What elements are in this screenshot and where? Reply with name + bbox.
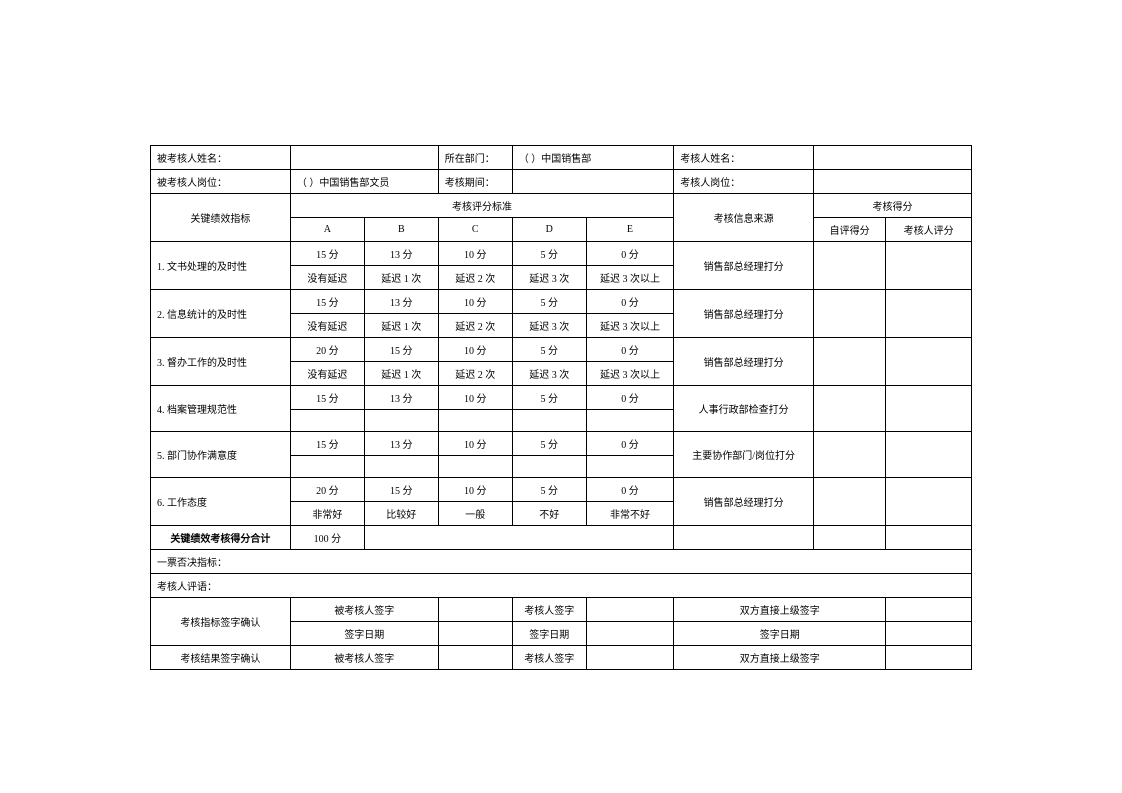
total-row: 关键绩效考核得分合计100 分 xyxy=(151,526,972,550)
sig1-value xyxy=(438,598,512,622)
source-header: 考核信息来源 xyxy=(674,194,814,242)
kpi-row-2-1: 3. 督办工作的及时性20 分15 分10 分5 分0 分销售部总经理打分 xyxy=(151,338,972,362)
veto: 一票否决指标： xyxy=(151,550,972,574)
eval-header: 考核人评分 xyxy=(886,218,972,242)
kpi-self-4 xyxy=(814,432,886,478)
assessee-name-label: 被考核人姓名： xyxy=(151,146,291,170)
date1-label: 签字日期 xyxy=(290,622,438,646)
info-row-1: 被考核人姓名： 所在部门：（ ）中国销售部考核人姓名： xyxy=(151,146,972,170)
kpi-name-1: 2. 信息统计的及时性 xyxy=(151,290,291,338)
comment: 考核人评语： xyxy=(151,574,972,598)
sig2b-value xyxy=(586,646,674,670)
kpi-2-a1: 20 分 xyxy=(290,338,364,362)
kpi-source-4: 主要协作部门/岗位打分 xyxy=(674,432,814,478)
dept-label: 所在部门： xyxy=(438,146,512,170)
kpi-table: 被考核人姓名：所在部门：（ ）中国销售部考核人姓名：被考核人岗位：（ ）中国销售… xyxy=(150,145,972,670)
kpi-name-3: 4. 档案管理规范性 xyxy=(151,386,291,432)
kpi-self-0 xyxy=(814,242,886,290)
kpi-5-a1: 20 分 xyxy=(290,478,364,502)
sig-row-1: 考核指标签字确认被考核人签字考核人签字双方直接上级签字 xyxy=(151,598,972,622)
total-eval xyxy=(886,526,972,550)
confirm1-label: 考核指标签字确认 xyxy=(151,598,291,646)
sig3-value xyxy=(886,598,972,622)
kpi-source-5: 销售部总经理打分 xyxy=(674,478,814,526)
dept-value: （ ）中国销售部 xyxy=(512,146,673,170)
assessee-pos-label: 被考核人岗位： xyxy=(151,170,291,194)
date2-value xyxy=(586,622,674,646)
total-value: 100 分 xyxy=(290,526,364,550)
period-value xyxy=(512,170,673,194)
grade-b: B xyxy=(364,218,438,242)
score-header: 考核得分 xyxy=(814,194,972,218)
sig2b-label: 考核人签字 xyxy=(512,646,586,670)
assessor-name-value xyxy=(814,146,972,170)
kpi-name-5: 6. 工作态度 xyxy=(151,478,291,526)
kpi-header: 关键绩效指标 xyxy=(151,194,291,242)
kpi-3-a1: 15 分 xyxy=(290,386,364,410)
assessee-pos-value: （ ）中国销售部文员 xyxy=(290,170,438,194)
grade-a: A xyxy=(290,218,364,242)
grade-e: E xyxy=(586,218,674,242)
total-label: 关键绩效考核得分合计 xyxy=(151,526,291,550)
kpi-1-a1: 15 分 xyxy=(290,290,364,314)
kpi-self-2 xyxy=(814,338,886,386)
period-label: 考核期间： xyxy=(438,170,512,194)
sig2-label: 考核人签字 xyxy=(512,598,586,622)
kpi-4-a1: 15 分 xyxy=(290,432,364,456)
kpi-eval-5 xyxy=(886,478,972,526)
kpi-eval-0 xyxy=(886,242,972,290)
sig2-value xyxy=(586,598,674,622)
kpi-row-5-1: 6. 工作态度20 分15 分10 分5 分0 分销售部总经理打分 xyxy=(151,478,972,502)
total-blank1 xyxy=(364,526,673,550)
kpi-row-0-1: 1. 文书处理的及时性15 分13 分10 分5 分0 分销售部总经理打分 xyxy=(151,242,972,266)
kpi-row-1-1: 2. 信息统计的及时性15 分13 分10 分5 分0 分销售部总经理打分 xyxy=(151,290,972,314)
kpi-eval-2 xyxy=(886,338,972,386)
kpi-eval-1 xyxy=(886,290,972,338)
sig3-label: 双方直接上级签字 xyxy=(674,598,886,622)
std-header: 考核评分标准 xyxy=(290,194,673,218)
kpi-source-1: 销售部总经理打分 xyxy=(674,290,814,338)
kpi-0-a1: 15 分 xyxy=(290,242,364,266)
kpi-row-3-1: 4. 档案管理规范性15 分13 分10 分5 分0 分人事行政部检查打分 xyxy=(151,386,972,410)
kpi-name-0: 1. 文书处理的及时性 xyxy=(151,242,291,290)
total-blank2 xyxy=(674,526,814,550)
grade-c: C xyxy=(438,218,512,242)
veto-row: 一票否决指标： xyxy=(151,550,972,574)
total-self xyxy=(814,526,886,550)
kpi-eval-3 xyxy=(886,386,972,432)
kpi-name-2: 3. 督办工作的及时性 xyxy=(151,338,291,386)
col-header-1: 关键绩效指标考核评分标准考核信息来源考核得分 xyxy=(151,194,972,218)
sig3b-label: 双方直接上级签字 xyxy=(674,646,886,670)
kpi-self-3 xyxy=(814,386,886,432)
kpi-eval-4 xyxy=(886,432,972,478)
kpi-self-5 xyxy=(814,478,886,526)
comment-row: 考核人评语： xyxy=(151,574,972,598)
sig-row-3: 考核结果签字确认被考核人签字 考核人签字 双方直接上级签字 xyxy=(151,646,972,670)
date3-label: 签字日期 xyxy=(674,622,886,646)
kpi-self-1 xyxy=(814,290,886,338)
kpi-source-3: 人事行政部检查打分 xyxy=(674,386,814,432)
sig3b-value xyxy=(886,646,972,670)
kpi-name-4: 5. 部门协作满意度 xyxy=(151,432,291,478)
date3-value xyxy=(886,622,972,646)
kpi-source-0: 销售部总经理打分 xyxy=(674,242,814,290)
assessor-name-label: 考核人姓名： xyxy=(674,146,814,170)
assessor-pos-label: 考核人岗位： xyxy=(674,170,814,194)
sig1-label: 被考核人签字 xyxy=(290,598,438,622)
assessor-pos-value xyxy=(814,170,972,194)
kpi-source-2: 销售部总经理打分 xyxy=(674,338,814,386)
kpi-row-4-1: 5. 部门协作满意度15 分13 分10 分5 分0 分主要协作部门/岗位打分 xyxy=(151,432,972,456)
assessee-name-value xyxy=(290,146,438,170)
date1-value xyxy=(438,622,512,646)
sig1b-label: 被考核人签字 xyxy=(290,646,438,670)
grade-d: D xyxy=(512,218,586,242)
confirm2-label: 考核结果签字确认 xyxy=(151,646,291,670)
date2-label: 签字日期 xyxy=(512,622,586,646)
sig1b-value xyxy=(438,646,512,670)
self-header: 自评得分 xyxy=(814,218,886,242)
info-row-2: 被考核人岗位：（ ）中国销售部文员考核期间： 考核人岗位： xyxy=(151,170,972,194)
